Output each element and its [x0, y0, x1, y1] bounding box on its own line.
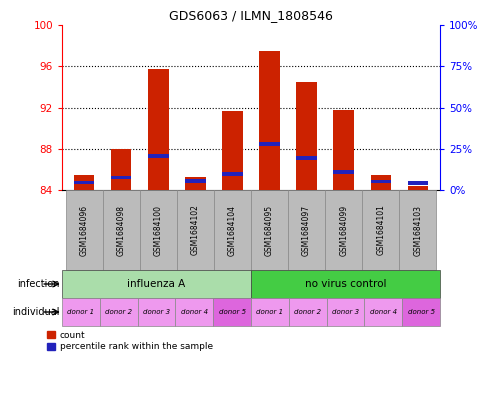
Bar — [111, 149, 131, 190]
Bar — [251, 298, 288, 326]
Text: GSM1684099: GSM1684099 — [338, 204, 348, 255]
Bar — [370, 174, 390, 190]
Bar — [185, 179, 205, 183]
Bar — [74, 174, 94, 190]
Text: GSM1684100: GSM1684100 — [153, 204, 163, 255]
Bar — [139, 190, 177, 270]
Bar — [324, 190, 362, 270]
Bar — [222, 173, 242, 176]
Bar — [259, 142, 279, 146]
Text: donor 5: donor 5 — [407, 309, 434, 315]
Bar — [296, 156, 316, 160]
Bar — [213, 298, 251, 326]
Bar — [362, 190, 398, 270]
Text: donor 3: donor 3 — [143, 309, 170, 315]
Bar — [251, 190, 287, 270]
Bar — [111, 176, 131, 179]
Bar — [148, 154, 168, 158]
Bar — [62, 298, 100, 326]
Bar — [65, 190, 103, 270]
Bar — [103, 190, 139, 270]
Bar — [100, 298, 137, 326]
Text: donor 4: donor 4 — [369, 309, 396, 315]
Bar — [148, 69, 168, 190]
Bar — [74, 181, 94, 184]
Bar — [401, 298, 439, 326]
Text: no virus control: no virus control — [304, 279, 385, 289]
Bar — [288, 298, 326, 326]
Text: donor 5: donor 5 — [218, 309, 245, 315]
Text: GSM1684101: GSM1684101 — [376, 205, 384, 255]
Text: donor 1: donor 1 — [256, 309, 283, 315]
Bar — [363, 298, 401, 326]
Bar — [137, 298, 175, 326]
Bar — [175, 298, 213, 326]
Bar — [333, 171, 353, 174]
Text: GSM1684095: GSM1684095 — [264, 204, 273, 255]
Text: GSM1684102: GSM1684102 — [191, 205, 199, 255]
Bar — [259, 51, 279, 190]
Bar — [287, 190, 324, 270]
Bar — [333, 110, 353, 190]
Text: individual: individual — [12, 307, 60, 317]
Bar — [296, 82, 316, 190]
Text: influenza A: influenza A — [127, 279, 185, 289]
Text: GSM1684096: GSM1684096 — [79, 204, 89, 255]
Bar — [326, 298, 363, 326]
Text: GSM1684103: GSM1684103 — [412, 204, 422, 255]
Bar — [407, 181, 427, 185]
Text: GSM1684097: GSM1684097 — [302, 204, 310, 255]
Text: GSM1684098: GSM1684098 — [117, 204, 125, 255]
Bar — [213, 190, 251, 270]
Text: donor 1: donor 1 — [67, 309, 94, 315]
Text: donor 4: donor 4 — [181, 309, 208, 315]
Text: donor 2: donor 2 — [293, 309, 320, 315]
Text: infection: infection — [17, 279, 60, 289]
Legend: count, percentile rank within the sample: count, percentile rank within the sample — [47, 331, 212, 351]
Text: donor 2: donor 2 — [105, 309, 132, 315]
Bar — [62, 270, 251, 298]
Bar — [398, 190, 436, 270]
Bar — [370, 180, 390, 183]
Bar — [251, 270, 439, 298]
Bar — [222, 110, 242, 190]
Bar — [185, 176, 205, 190]
Text: donor 3: donor 3 — [331, 309, 358, 315]
Title: GDS6063 / ILMN_1808546: GDS6063 / ILMN_1808546 — [169, 9, 332, 22]
Text: GSM1684104: GSM1684104 — [227, 204, 237, 255]
Bar — [407, 186, 427, 190]
Bar — [177, 190, 213, 270]
